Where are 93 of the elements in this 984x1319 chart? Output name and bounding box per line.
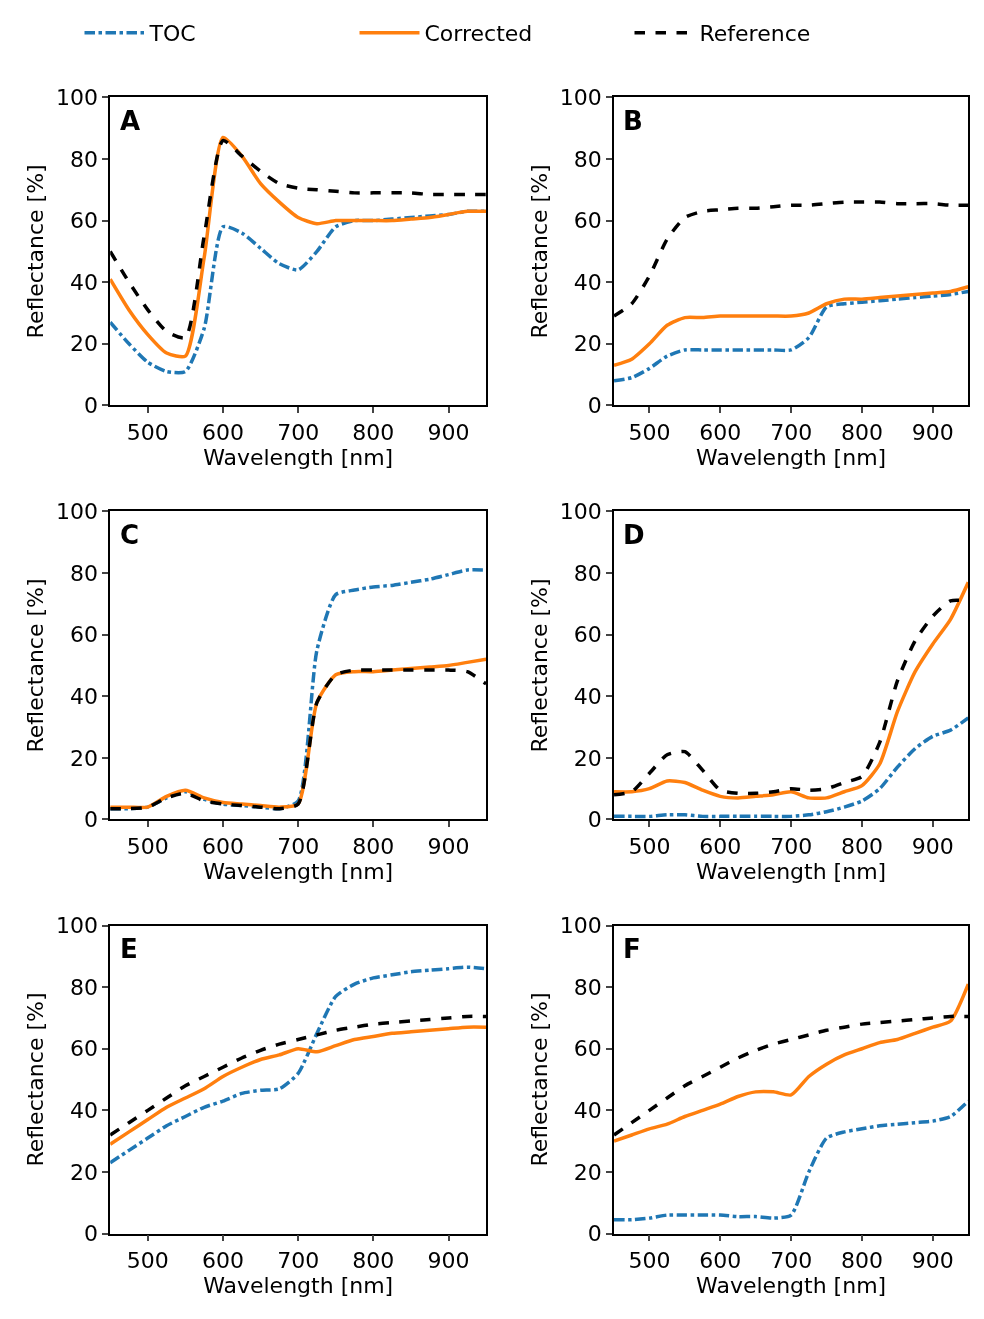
y-tick-label: 20 xyxy=(573,331,602,357)
x-tick-label: 900 xyxy=(427,833,470,859)
y-tick-label: 0 xyxy=(84,807,99,833)
line-series xyxy=(614,285,969,368)
x-tick-label: 600 xyxy=(201,833,244,859)
x-tick-label: 700 xyxy=(277,419,320,445)
x-tick-label: 500 xyxy=(126,419,169,445)
y-axis-title: Reflectance [%] xyxy=(23,578,49,753)
line-series xyxy=(110,965,487,1165)
y-tick-label: 0 xyxy=(84,393,99,419)
y-tick-label: 40 xyxy=(573,683,602,709)
y-tick-label: 80 xyxy=(70,146,99,172)
x-tick-label: 800 xyxy=(840,419,883,445)
y-axis-title: Reflectance [%] xyxy=(527,164,553,339)
chart-title: D xyxy=(623,520,645,550)
line-series xyxy=(614,289,969,383)
y-tick-label: 80 xyxy=(573,560,602,586)
chart-title: C xyxy=(120,520,140,550)
y-tick-label: 0 xyxy=(587,1221,602,1247)
y-axis-title: Reflectance [%] xyxy=(527,578,553,753)
y-tick-label: 100 xyxy=(559,913,602,939)
x-tick-label: 800 xyxy=(352,419,395,445)
x-axis-title: Wavelength [nm] xyxy=(203,1273,394,1299)
y-tick-label: 20 xyxy=(70,1159,99,1185)
y-axis-title: Reflectance [%] xyxy=(527,992,553,1167)
y-tick-label: 40 xyxy=(70,1098,99,1124)
y-tick-label: 40 xyxy=(70,269,99,295)
x-tick-label: 900 xyxy=(911,419,954,445)
y-tick-label: 60 xyxy=(573,1036,602,1062)
y-tick-label: 0 xyxy=(587,807,602,833)
y-tick-label: 40 xyxy=(70,683,99,709)
y-tick-label: 80 xyxy=(573,146,602,172)
y-tick-label: 100 xyxy=(56,85,99,111)
x-tick-label: 500 xyxy=(628,833,671,859)
line-series xyxy=(614,716,969,819)
x-axis-title: Wavelength [nm] xyxy=(203,859,394,885)
legend-label: Corrected xyxy=(424,21,533,47)
x-tick-label: 500 xyxy=(126,833,169,859)
x-tick-label: 500 xyxy=(628,419,671,445)
y-tick-label: 0 xyxy=(587,393,602,419)
x-tick-label: 800 xyxy=(352,833,395,859)
x-tick-label: 600 xyxy=(201,1247,244,1273)
x-tick-label: 800 xyxy=(840,833,883,859)
y-tick-label: 20 xyxy=(573,1159,602,1185)
chart-title: B xyxy=(623,106,643,136)
y-tick-label: 20 xyxy=(70,331,99,357)
chart-title: E xyxy=(120,934,138,964)
x-tick-label: 600 xyxy=(699,419,742,445)
x-tick-label: 600 xyxy=(699,1247,742,1273)
x-axis-title: Wavelength [nm] xyxy=(696,444,887,470)
y-tick-label: 100 xyxy=(56,499,99,525)
x-tick-label: 700 xyxy=(770,1247,813,1273)
y-tick-label: 60 xyxy=(573,208,602,234)
y-tick-label: 20 xyxy=(70,745,99,771)
x-tick-label: 500 xyxy=(126,1247,169,1273)
y-tick-label: 60 xyxy=(573,622,602,648)
x-tick-label: 500 xyxy=(628,1247,671,1273)
line-series xyxy=(110,1025,487,1146)
x-tick-label: 600 xyxy=(699,833,742,859)
x-tick-label: 800 xyxy=(840,1247,883,1273)
chart-title: F xyxy=(623,934,641,964)
x-axis-title: Wavelength [nm] xyxy=(696,859,887,885)
legend-label: Reference xyxy=(699,21,811,47)
y-tick-label: 40 xyxy=(573,1098,602,1124)
y-tick-label: 40 xyxy=(573,269,602,295)
x-tick-label: 900 xyxy=(911,1247,954,1273)
y-tick-label: 80 xyxy=(70,974,99,1000)
y-tick-label: 60 xyxy=(70,1036,99,1062)
y-tick-label: 60 xyxy=(70,208,99,234)
y-tick-label: 100 xyxy=(559,85,602,111)
x-tick-label: 800 xyxy=(352,1247,395,1273)
x-tick-label: 900 xyxy=(427,1247,470,1273)
y-tick-label: 100 xyxy=(56,913,99,939)
x-axis-title: Wavelength [nm] xyxy=(203,444,394,470)
x-tick-label: 700 xyxy=(770,419,813,445)
legend-label: TOC xyxy=(148,21,196,47)
x-tick-label: 700 xyxy=(277,1247,320,1273)
x-axis-title: Wavelength [nm] xyxy=(696,1273,887,1299)
y-axis-title: Reflectance [%] xyxy=(23,992,49,1167)
chart-title: A xyxy=(120,106,141,136)
line-series xyxy=(614,982,969,1143)
x-tick-label: 900 xyxy=(911,833,954,859)
x-tick-label: 900 xyxy=(427,419,470,445)
x-tick-label: 700 xyxy=(277,833,320,859)
y-tick-label: 20 xyxy=(573,745,602,771)
y-axis-title: Reflectance [%] xyxy=(23,164,49,339)
y-tick-label: 0 xyxy=(84,1221,99,1247)
y-tick-label: 60 xyxy=(70,622,99,648)
y-tick-label: 100 xyxy=(559,499,602,525)
y-tick-label: 80 xyxy=(70,560,99,586)
x-tick-label: 700 xyxy=(770,833,813,859)
x-tick-label: 600 xyxy=(201,419,244,445)
y-tick-label: 80 xyxy=(573,974,602,1000)
